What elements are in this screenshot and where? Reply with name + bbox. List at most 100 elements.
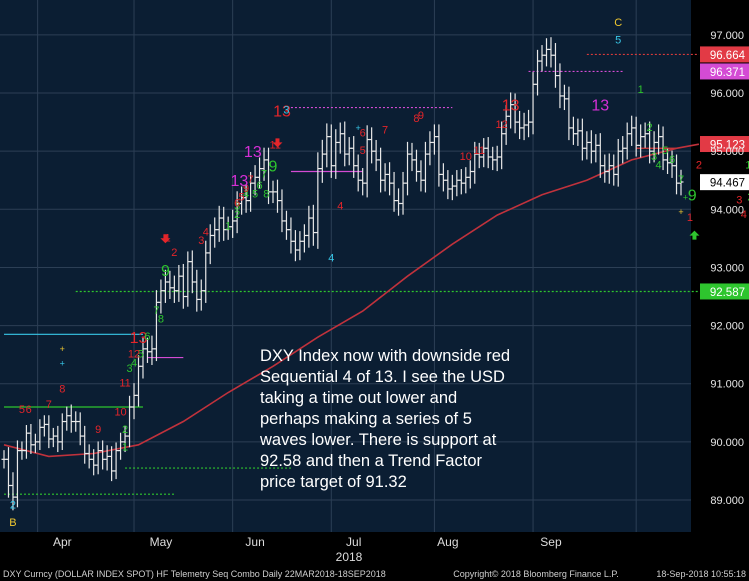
x-tick-label: Jun bbox=[245, 535, 264, 549]
signal-green-2: 2 bbox=[747, 192, 749, 204]
level-lines: 96.664 96.371 95.123 94.467 92.587 bbox=[4, 46, 749, 495]
x-tick-label: Sep bbox=[540, 535, 562, 549]
y-tick-label: 89.000 bbox=[710, 495, 744, 507]
x-tick-label: May bbox=[150, 535, 173, 549]
signal-cyan-+: + bbox=[356, 123, 361, 133]
signal-red-10: 10 bbox=[460, 151, 472, 163]
x-axis: 2018 Apr May Jun Jul Aug Sep bbox=[53, 535, 562, 564]
y-tick-label: 92.000 bbox=[710, 321, 744, 333]
annotation-line: price target of 91.32 bbox=[260, 473, 407, 491]
signal-red-5: 5 bbox=[19, 404, 25, 416]
price-label-96371: 96.371 bbox=[710, 67, 745, 79]
signal-red-13: 13 bbox=[502, 97, 520, 114]
signal-magenta-13: 13 bbox=[591, 97, 609, 114]
arrow-down-icon bbox=[160, 234, 171, 244]
arrow-down-icon bbox=[272, 138, 283, 148]
signal-yellow-C: C bbox=[614, 17, 622, 29]
footer-right: 18-Sep-2018 10:55:18 bbox=[656, 569, 746, 579]
signal-green-1: 1 bbox=[225, 221, 231, 233]
signal-yellow-B: B bbox=[9, 517, 16, 529]
sequential-signals: 2B5678++91210113451213678912341235645971… bbox=[9, 17, 749, 529]
signal-red-1: 1 bbox=[687, 212, 693, 224]
price-label-95123: 95.123 bbox=[710, 140, 745, 152]
signal-green-6: 6 bbox=[669, 154, 675, 166]
signal-red-8: 8 bbox=[413, 113, 419, 125]
signal-cyan-4: 4 bbox=[328, 253, 334, 265]
signal-green-1: 1 bbox=[122, 442, 128, 454]
signal-red-5: 5 bbox=[360, 145, 366, 157]
signal-green-5: 5 bbox=[662, 145, 668, 157]
price-label-95123-box bbox=[700, 136, 749, 153]
signal-red-11: 11 bbox=[119, 378, 130, 390]
signal-green-9: 9 bbox=[688, 188, 697, 205]
annotation-line: Sequential 4 of 13. I see the USD bbox=[260, 368, 505, 386]
signal-cyan-2: 2 bbox=[10, 500, 16, 512]
ohlc-bars bbox=[1, 37, 684, 511]
y-tick-label: 93.000 bbox=[710, 262, 744, 274]
signal-red-9: 9 bbox=[243, 183, 249, 195]
signal-red-7: 7 bbox=[382, 125, 388, 137]
footer-left: DXY Curncy (DOLLAR INDEX SPOT) HF Teleme… bbox=[3, 569, 386, 579]
signal-green-9: 9 bbox=[161, 263, 170, 280]
signal-red-3: 3 bbox=[736, 194, 742, 206]
signal-red-6: 6 bbox=[26, 404, 32, 416]
moving-average-line bbox=[3, 143, 700, 458]
y-tick-label: 96.000 bbox=[710, 88, 744, 100]
y-axis: 97.000 96.000 95.000 94.000 93.000 92.000 91.0… bbox=[710, 30, 744, 507]
signal-red-11: 11 bbox=[474, 145, 485, 157]
signal-magenta-13: 13 bbox=[244, 144, 262, 161]
price-label-9667-box bbox=[700, 46, 749, 63]
signal-red-5: 5 bbox=[239, 192, 245, 204]
price-label-last: 94.467 bbox=[710, 178, 745, 190]
signal-green-5: 5 bbox=[252, 189, 258, 201]
signal-green-3: 3 bbox=[234, 200, 240, 212]
signal-green-3: 3 bbox=[126, 363, 132, 375]
signal-green-2: 2 bbox=[122, 424, 128, 436]
signal-green-+: + bbox=[683, 193, 688, 203]
signal-red-6: 6 bbox=[234, 197, 240, 209]
signal-red-4: 4 bbox=[203, 226, 209, 238]
moving-average bbox=[3, 143, 700, 458]
signal-green-7: 7 bbox=[153, 305, 159, 317]
x-tick-label: Aug bbox=[437, 535, 458, 549]
signal-green-7: 7 bbox=[261, 168, 267, 180]
signal-red-9: 9 bbox=[418, 110, 424, 122]
signal-red-2: 2 bbox=[696, 160, 702, 172]
signal-red-2: 2 bbox=[171, 247, 177, 259]
signal-red-9: 9 bbox=[95, 424, 101, 436]
y-tick-label: 95.000 bbox=[710, 146, 744, 158]
x-tick-label: Apr bbox=[53, 535, 72, 549]
price-label-92587-box bbox=[700, 283, 749, 300]
signal-red-13: 13 bbox=[273, 103, 291, 120]
signal-yellow-+: + bbox=[60, 344, 65, 354]
signal-red-10: 10 bbox=[114, 407, 126, 419]
price-label-96371-box bbox=[700, 63, 749, 80]
footer-bar: DXY Curncy (DOLLAR INDEX SPOT) HF Teleme… bbox=[3, 569, 746, 579]
signal-red-4: 4 bbox=[741, 209, 747, 221]
signal-green-8: 8 bbox=[158, 314, 164, 326]
price-label-last-box bbox=[700, 174, 749, 191]
signal-red-7: 7 bbox=[46, 399, 52, 411]
signal-green-1: 1 bbox=[745, 160, 749, 172]
signal-green-4: 4 bbox=[243, 189, 249, 201]
annotation-line: taking a time out lower and bbox=[260, 389, 457, 407]
signal-red-8: 8 bbox=[59, 383, 65, 395]
signal-green-6: 6 bbox=[144, 331, 150, 343]
signal-green-4: 4 bbox=[656, 160, 662, 172]
annotation-text: DXY Index now with downside red Sequenti… bbox=[259, 347, 515, 491]
signal-cyan-3: 3 bbox=[283, 104, 289, 116]
y-tick-label: 91.000 bbox=[710, 379, 744, 391]
signal-red-13: 13 bbox=[130, 330, 148, 347]
signal-red-7: 7 bbox=[248, 174, 254, 186]
signal-cyan-5: 5 bbox=[615, 35, 621, 47]
signal-green-4: 4 bbox=[131, 357, 137, 369]
signal-green-9: 9 bbox=[269, 159, 278, 176]
ohlc-bar bbox=[678, 169, 684, 196]
signal-green-8: 8 bbox=[263, 189, 269, 201]
annotation-line: waves lower. There is support at bbox=[259, 431, 497, 449]
signal-red-11: 11 bbox=[270, 139, 281, 151]
arrow-up-icon bbox=[689, 230, 700, 240]
signal-cyan-+: + bbox=[60, 358, 65, 368]
